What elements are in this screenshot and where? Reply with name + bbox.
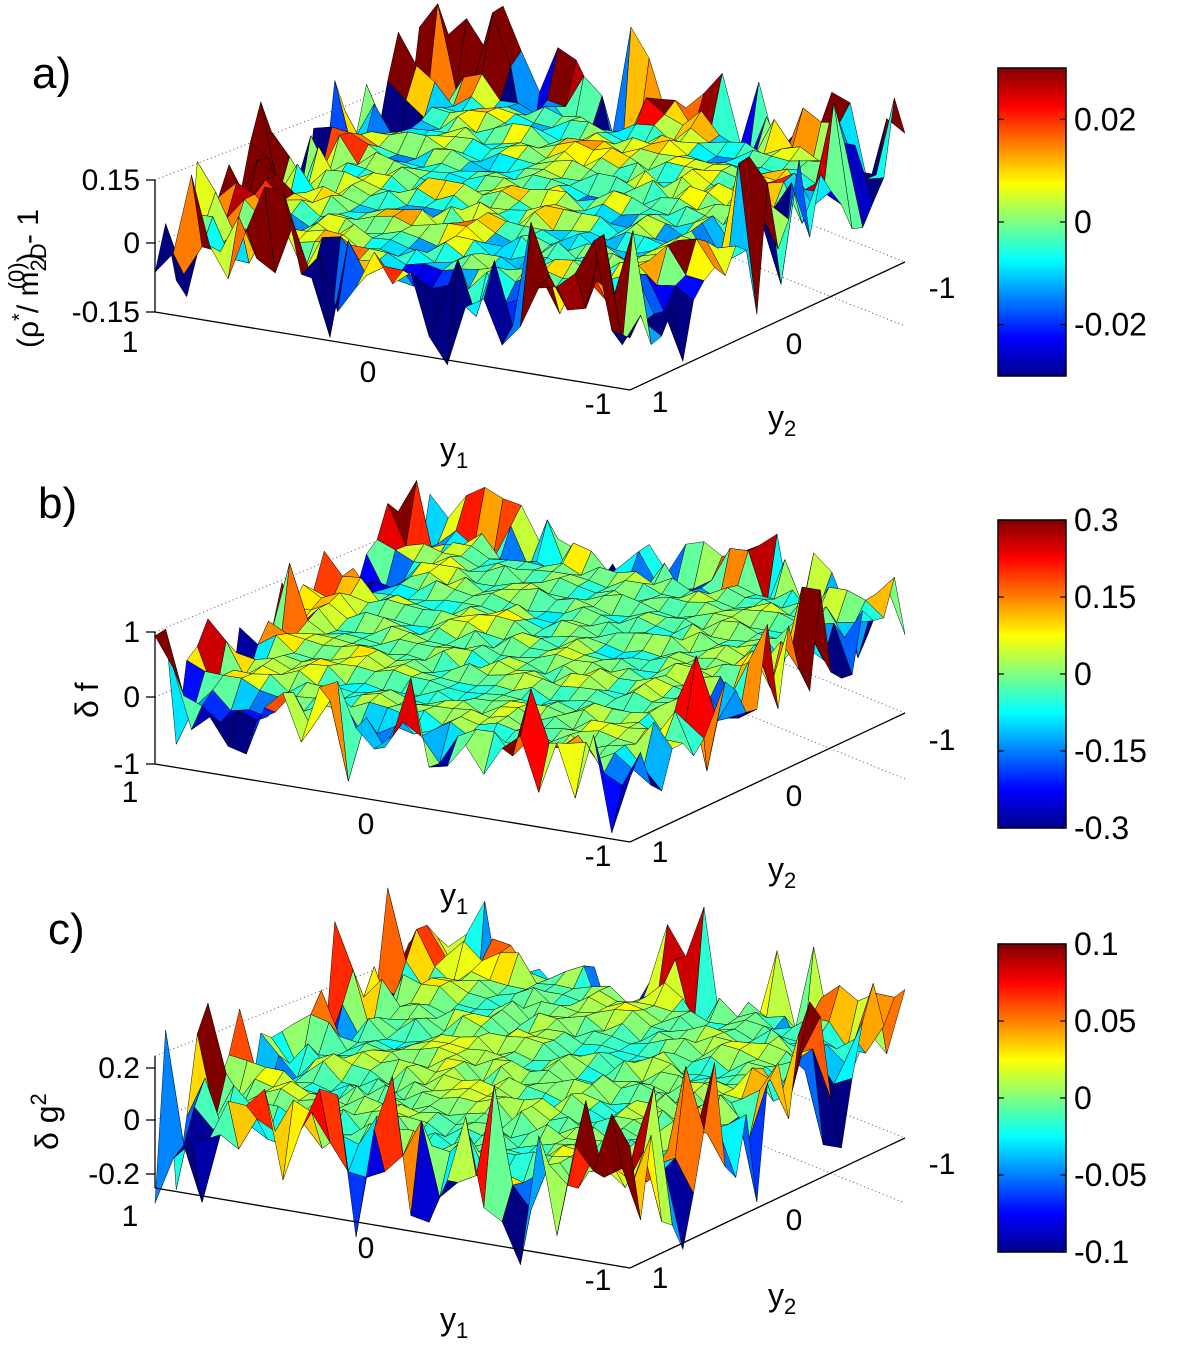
x-tick-label: 1	[122, 776, 139, 809]
colorbar-tick-label: -0.3	[1074, 810, 1129, 846]
x-tick-label: 0	[360, 356, 377, 389]
colorbar-tick-label: -0.1	[1074, 1234, 1129, 1270]
z-tick-label: 0	[123, 1104, 140, 1137]
y-tick-label: 0	[786, 328, 803, 361]
colorbar-tick-label: 0	[1074, 204, 1092, 240]
x-axis-label: y1	[440, 431, 468, 473]
colorbar-tick-label: -0.15	[1074, 733, 1147, 769]
y-tick-label: -1	[929, 272, 956, 305]
colorbar-gradient	[997, 943, 1067, 1253]
panel-label: c)	[48, 905, 85, 954]
panel-label: a)	[32, 49, 71, 98]
panel-c: c) 0.2 0 -0.2 1 0 -1 1 0 -1 y1 y2 δ g2	[26, 887, 1147, 1343]
z-tick-label: -0.2	[88, 1158, 140, 1191]
x-axis-label: y1	[440, 1301, 468, 1343]
y-tick-label: 1	[652, 836, 669, 869]
surface-patch	[611, 752, 641, 834]
colorbar-tick-label: 0	[1074, 656, 1092, 692]
axes-lines	[146, 179, 906, 391]
y-tick-label: 1	[652, 386, 669, 419]
z-tick-label: -1	[113, 748, 140, 781]
colorbar-tick-label: 0.3	[1074, 502, 1118, 538]
colorbar-gradient	[997, 67, 1067, 377]
panel-b: b) 1 0 -1 1 0 -1 1 0 -1 y1 y2 δ f	[38, 479, 1147, 919]
y-axis-label: y2	[768, 851, 796, 893]
x-tick-label: 0	[358, 1232, 375, 1265]
y-tick-label: -1	[929, 1148, 956, 1181]
z-tick-label: 0	[123, 681, 140, 714]
colorbar-tick-label: -0.02	[1074, 307, 1147, 343]
surface-mesh	[154, 887, 906, 1266]
x-tick-label: -1	[585, 1264, 612, 1297]
colorbar-tick-label: 0.15	[1074, 579, 1136, 615]
axes-lines	[146, 631, 906, 843]
colorbar-gradient	[997, 519, 1067, 829]
surface-patch	[154, 1030, 185, 1204]
surface-patch	[611, 315, 641, 346]
x-tick-label: -1	[585, 388, 612, 421]
colorbar: 0.3 0.15 0 -0.15 -0.3	[997, 502, 1147, 846]
surface-patch	[611, 1113, 641, 1220]
y-tick-label: 1	[652, 1262, 669, 1295]
x-tick-label: 0	[358, 808, 375, 841]
y-tick-label: 0	[786, 1204, 803, 1237]
x-tick-label: -1	[585, 840, 612, 873]
axes-lines	[146, 1056, 906, 1269]
z-axis-label: δ g2	[26, 1093, 65, 1150]
surface-mesh	[154, 3, 906, 366]
colorbar: 0.1 0.05 0 -0.05 -0.1	[997, 926, 1147, 1270]
z-tick-label: -0.15	[72, 296, 140, 329]
panel-label: b)	[38, 479, 77, 528]
z-axis-label: δ f	[69, 682, 105, 718]
colorbar-tick-label: 0.05	[1074, 1003, 1136, 1039]
y-axis-label: y2	[768, 1277, 796, 1319]
x-tick-label: 1	[122, 326, 139, 359]
surface-mesh	[154, 480, 906, 834]
colorbar-tick-label: -0.05	[1074, 1157, 1147, 1193]
colorbar: 0.02 0 -0.02	[997, 67, 1147, 377]
y-tick-label: -1	[929, 724, 956, 757]
z-tick-label: 0.2	[98, 1052, 140, 1085]
x-tick-label: 1	[122, 1200, 139, 1233]
surface-patch	[191, 1134, 221, 1203]
z-tick-label: 0	[123, 227, 140, 260]
colorbar-tick-label: 0	[1074, 1080, 1092, 1116]
colorbar-tick-label: 0.02	[1074, 101, 1136, 137]
surface-patch	[865, 98, 895, 180]
y-tick-label: 0	[786, 780, 803, 813]
panel-a: a) 0.15 0 -0.15 1 0 -1 1 0 -1 y1 y2 (ρ*/…	[4, 3, 1147, 473]
z-tick-label: 1	[123, 616, 140, 649]
y-axis-label: y2	[768, 399, 796, 441]
z-tick-label: 0.15	[82, 164, 140, 197]
x-axis-label: y1	[440, 877, 468, 919]
z-axis-label: (ρ*/ m2D(0)) - 1	[4, 209, 51, 348]
colorbar-tick-label: 0.1	[1074, 926, 1118, 962]
